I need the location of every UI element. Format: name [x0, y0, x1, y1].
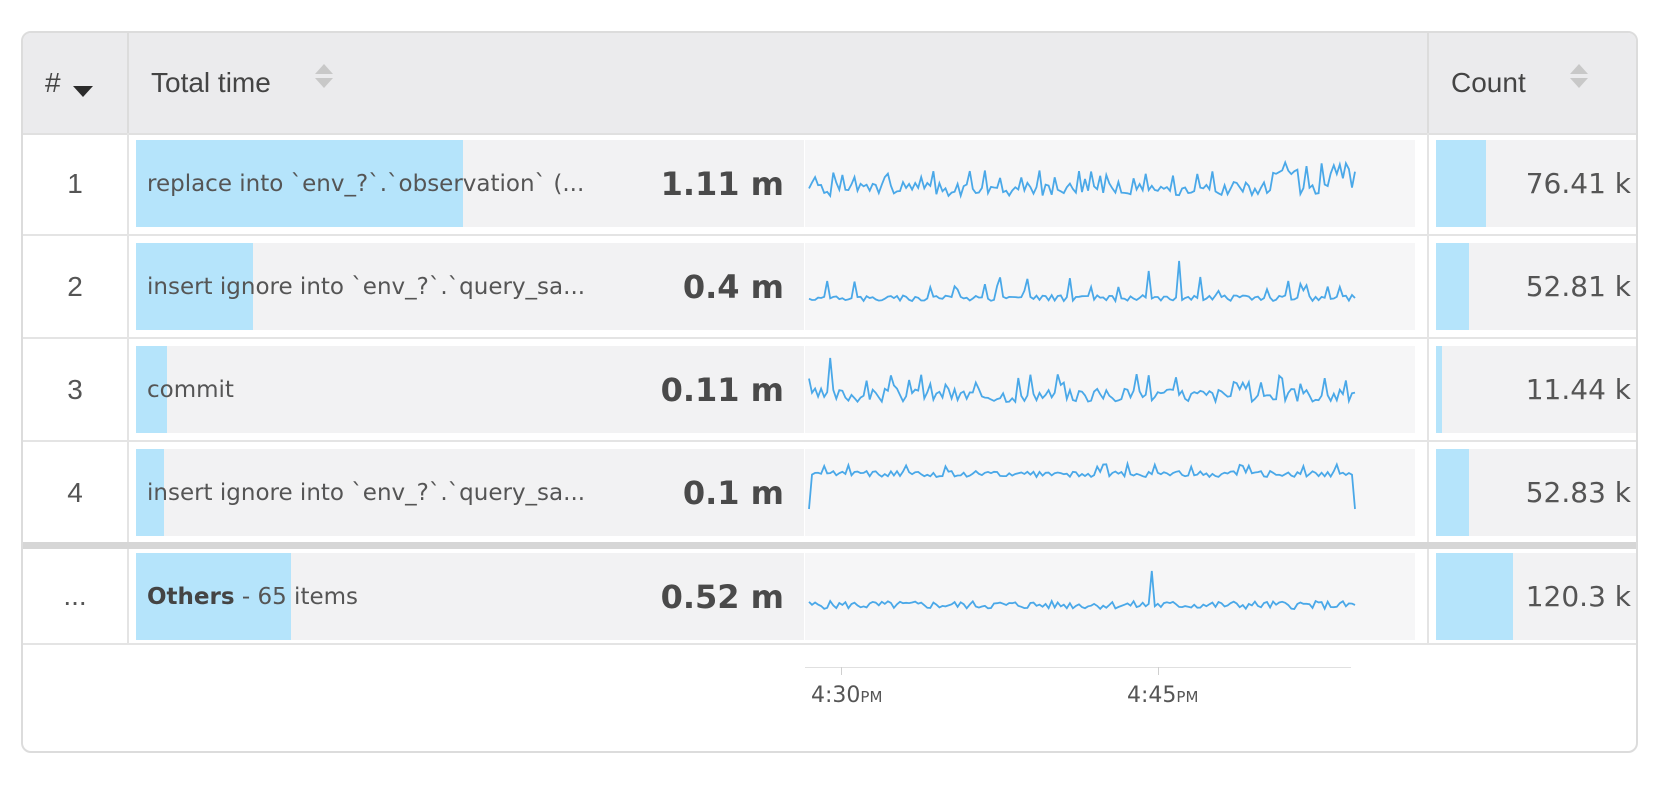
- sparkline-line: [808, 159, 1356, 199]
- count-bar: 76.41 k: [1436, 140, 1636, 227]
- column-header-rank[interactable]: #: [23, 33, 129, 133]
- sparkline-chart: [808, 570, 1356, 611]
- query-bar: Others - 65 items 0.52 m: [136, 553, 804, 640]
- sparkline: [805, 243, 1415, 330]
- row-rank: 4: [23, 442, 129, 543]
- query-bar: commit 0.11 m: [136, 346, 804, 433]
- table-row[interactable]: 3 commit 0.11 m 11.44 k: [23, 339, 1636, 442]
- row-rank: 1: [23, 133, 129, 234]
- axis-tick: [841, 667, 842, 675]
- sort-icon: [1569, 64, 1588, 88]
- column-header-total-time[interactable]: Total time: [129, 33, 1429, 133]
- count-value: 76.41 k: [1525, 167, 1631, 200]
- total-time-value: 0.52 m: [660, 577, 784, 616]
- total-time-cell: commit 0.11 m: [129, 339, 1429, 440]
- count-bar: 120.3 k: [1436, 553, 1636, 640]
- time-fill: [136, 553, 291, 640]
- count-cell: 11.44 k: [1429, 339, 1636, 440]
- total-time-value: 1.11 m: [660, 164, 784, 203]
- total-time-cell: replace into `env_?`.`observation` (... …: [129, 133, 1429, 234]
- rank-header-label: #: [45, 67, 61, 98]
- total-time-value: 0.11 m: [660, 370, 784, 409]
- others-label-count: - 65 items: [234, 583, 359, 610]
- axis-line: [805, 667, 1351, 668]
- sparkline: [805, 553, 1415, 640]
- sparkline-chart: [808, 357, 1356, 405]
- count-bar: 11.44 k: [1436, 346, 1636, 433]
- axis-label-1: 4:45PM: [1127, 683, 1199, 708]
- count-fill: [1436, 243, 1470, 330]
- count-bar: 52.83 k: [1436, 449, 1636, 536]
- others-label: Others - 65 items: [147, 553, 637, 640]
- total-time-cell: Others - 65 items 0.52 m: [129, 549, 1429, 643]
- total-time-cell: insert ignore into `env_?`.`query_sa... …: [129, 236, 1429, 337]
- query-bar: replace into `env_?`.`observation` (... …: [136, 140, 804, 227]
- others-separator: [23, 542, 1636, 549]
- count-cell: 120.3 k: [1429, 549, 1636, 643]
- query-text: replace into `env_?`.`observation` (...: [147, 170, 585, 197]
- sparkline-line: [808, 460, 1356, 510]
- query-table: # Total time Count 1 replace into `env_?…: [21, 31, 1638, 753]
- total-time-value: 0.4 m: [682, 267, 784, 306]
- count-value: 120.3 k: [1525, 580, 1631, 613]
- count-cell: 76.41 k: [1429, 133, 1636, 234]
- row-rank: ...: [23, 549, 129, 643]
- count-header-label: Count: [1451, 67, 1526, 98]
- count-fill: [1436, 346, 1443, 433]
- table-row[interactable]: 4 insert ignore into `env_?`.`query_sa..…: [23, 442, 1636, 545]
- count-cell: 52.83 k: [1429, 442, 1636, 543]
- axis-tick: [1158, 667, 1159, 675]
- total-time-value: 0.1 m: [682, 473, 784, 512]
- sparkline-line: [808, 357, 1356, 405]
- sparkline: [805, 140, 1415, 227]
- row-rank: 3: [23, 339, 129, 440]
- sparkline-chart: [808, 159, 1356, 199]
- table-row[interactable]: 2 insert ignore into `env_?`.`query_sa..…: [23, 236, 1636, 339]
- time-axis: 4:30PM 4:45PM: [805, 637, 1415, 717]
- others-label-bold: Others: [147, 583, 235, 610]
- sparkline: [805, 449, 1415, 536]
- sparkline-chart: [808, 260, 1356, 304]
- sparkline: [805, 346, 1415, 433]
- time-fill: [136, 243, 253, 330]
- row-rank: 2: [23, 236, 129, 337]
- others-row[interactable]: ... Others - 65 items 0.52 m 120.3 k: [23, 549, 1636, 645]
- count-fill: [1436, 449, 1470, 536]
- query-text: commit: [147, 376, 234, 403]
- count-fill: [1436, 140, 1486, 227]
- sort-icon: [314, 64, 333, 88]
- count-value: 52.81 k: [1525, 270, 1631, 303]
- sparkline-line: [808, 260, 1356, 304]
- count-fill: [1436, 553, 1513, 640]
- sparkline-line: [808, 570, 1356, 611]
- column-header-count[interactable]: Count: [1429, 33, 1636, 133]
- table-header: # Total time Count: [23, 33, 1636, 135]
- query-bar: insert ignore into `env_?`.`query_sa... …: [136, 243, 804, 330]
- sparkline-chart: [808, 460, 1356, 510]
- count-value: 52.83 k: [1525, 476, 1631, 509]
- time-fill: [136, 140, 464, 227]
- table-row[interactable]: 1 replace into `env_?`.`observation` (..…: [23, 133, 1636, 236]
- total-time-cell: insert ignore into `env_?`.`query_sa... …: [129, 442, 1429, 543]
- query-text: insert ignore into `env_?`.`query_sa...: [147, 479, 586, 506]
- query-text: insert ignore into `env_?`.`query_sa...: [147, 273, 586, 300]
- count-cell: 52.81 k: [1429, 236, 1636, 337]
- count-value: 11.44 k: [1525, 373, 1631, 406]
- time-fill: [136, 449, 165, 536]
- time-fill: [136, 346, 168, 433]
- count-bar: 52.81 k: [1436, 243, 1636, 330]
- axis-label-0: 4:30PM: [811, 683, 883, 708]
- sort-descending-icon: [72, 85, 93, 97]
- query-bar: insert ignore into `env_?`.`query_sa... …: [136, 449, 804, 536]
- total-time-header-label: Total time: [151, 67, 271, 98]
